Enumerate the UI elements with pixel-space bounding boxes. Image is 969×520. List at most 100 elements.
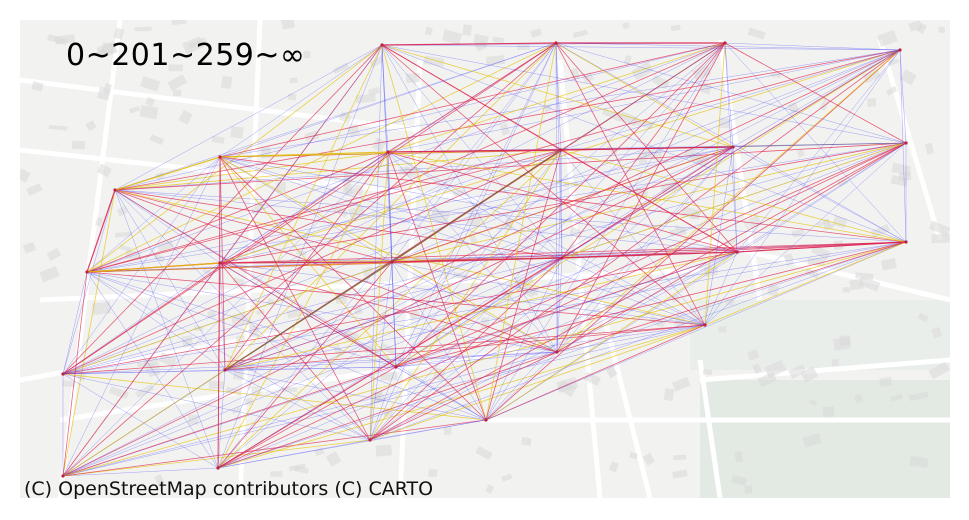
building [188, 414, 199, 425]
od-line [86, 146, 734, 273]
od-node[interactable] [484, 418, 488, 422]
od-line [561, 49, 901, 259]
building [424, 26, 434, 36]
od-node[interactable] [555, 350, 559, 354]
building [71, 140, 86, 150]
od-line [724, 42, 907, 243]
od-node[interactable] [216, 466, 220, 470]
building [807, 257, 826, 266]
od-line [217, 262, 221, 469]
building [287, 93, 297, 101]
od-line [62, 262, 221, 375]
building [225, 386, 243, 396]
od-line [114, 42, 557, 191]
od-line [704, 49, 901, 326]
od-line [556, 241, 907, 353]
od-line [381, 44, 397, 368]
od-node[interactable] [723, 41, 727, 45]
od-line [219, 241, 907, 264]
od-line [732, 146, 907, 243]
map-area[interactable] [20, 20, 950, 498]
od-node[interactable] [61, 372, 65, 376]
od-node[interactable] [703, 323, 707, 327]
building [572, 29, 589, 39]
od-node[interactable] [390, 260, 394, 264]
od-line [219, 262, 371, 441]
od-line [224, 369, 487, 421]
od-line [369, 351, 558, 441]
od-line [732, 49, 901, 148]
od-line [704, 42, 726, 326]
od-line [395, 42, 557, 368]
building [178, 109, 193, 125]
od-line [387, 151, 563, 259]
building [250, 202, 266, 215]
od-node[interactable] [904, 240, 908, 244]
od-node[interactable] [218, 261, 222, 265]
od-line [219, 156, 907, 243]
building [802, 433, 822, 448]
od-line [387, 151, 907, 243]
od-line [217, 351, 558, 469]
od-line [369, 241, 907, 441]
od-node[interactable] [368, 438, 372, 442]
od-node[interactable] [731, 145, 735, 149]
od-line [556, 149, 562, 353]
od-node[interactable] [113, 188, 117, 192]
building [171, 20, 187, 26]
building [332, 62, 350, 75]
building [54, 33, 76, 45]
od-line [369, 42, 726, 441]
map-canvas[interactable] [20, 20, 950, 498]
od-node[interactable] [560, 256, 564, 260]
od-line [224, 369, 371, 441]
od-node[interactable] [735, 250, 739, 254]
od-node[interactable] [218, 155, 222, 159]
building [673, 454, 687, 460]
building [543, 104, 552, 113]
building [62, 380, 76, 387]
od-line [62, 324, 706, 375]
od-line [561, 257, 706, 326]
od-line [114, 189, 738, 253]
od-node[interactable] [394, 365, 398, 369]
od-line [224, 324, 706, 371]
od-line [556, 49, 901, 353]
building [924, 142, 934, 155]
building [266, 297, 275, 306]
street [877, 39, 943, 241]
od-line [732, 142, 907, 148]
od-node[interactable] [386, 150, 390, 154]
od-line-strong [736, 241, 907, 253]
od-line [62, 373, 371, 441]
od-node[interactable] [85, 270, 89, 274]
od-node[interactable] [904, 141, 908, 145]
od-node[interactable] [898, 48, 902, 52]
building [251, 386, 262, 397]
od-line [219, 262, 706, 326]
building [822, 406, 835, 418]
od-node[interactable] [554, 41, 558, 45]
building [703, 266, 719, 277]
od-node[interactable] [559, 148, 563, 152]
building [631, 61, 654, 81]
building [879, 377, 893, 387]
od-line [560, 149, 706, 326]
od-node[interactable] [380, 43, 384, 47]
building [908, 391, 929, 402]
od-line [391, 146, 734, 263]
od-node[interactable] [223, 368, 227, 372]
od-line [387, 49, 901, 153]
od-line [369, 49, 901, 441]
building [102, 82, 113, 95]
od-line [704, 142, 907, 326]
od-node[interactable] [61, 474, 65, 478]
od-line [114, 146, 734, 191]
building [348, 205, 366, 221]
building [462, 24, 472, 36]
building [125, 250, 142, 260]
od-line [86, 149, 562, 273]
od-line [381, 44, 901, 51]
building [642, 274, 653, 282]
od-line [560, 49, 901, 151]
